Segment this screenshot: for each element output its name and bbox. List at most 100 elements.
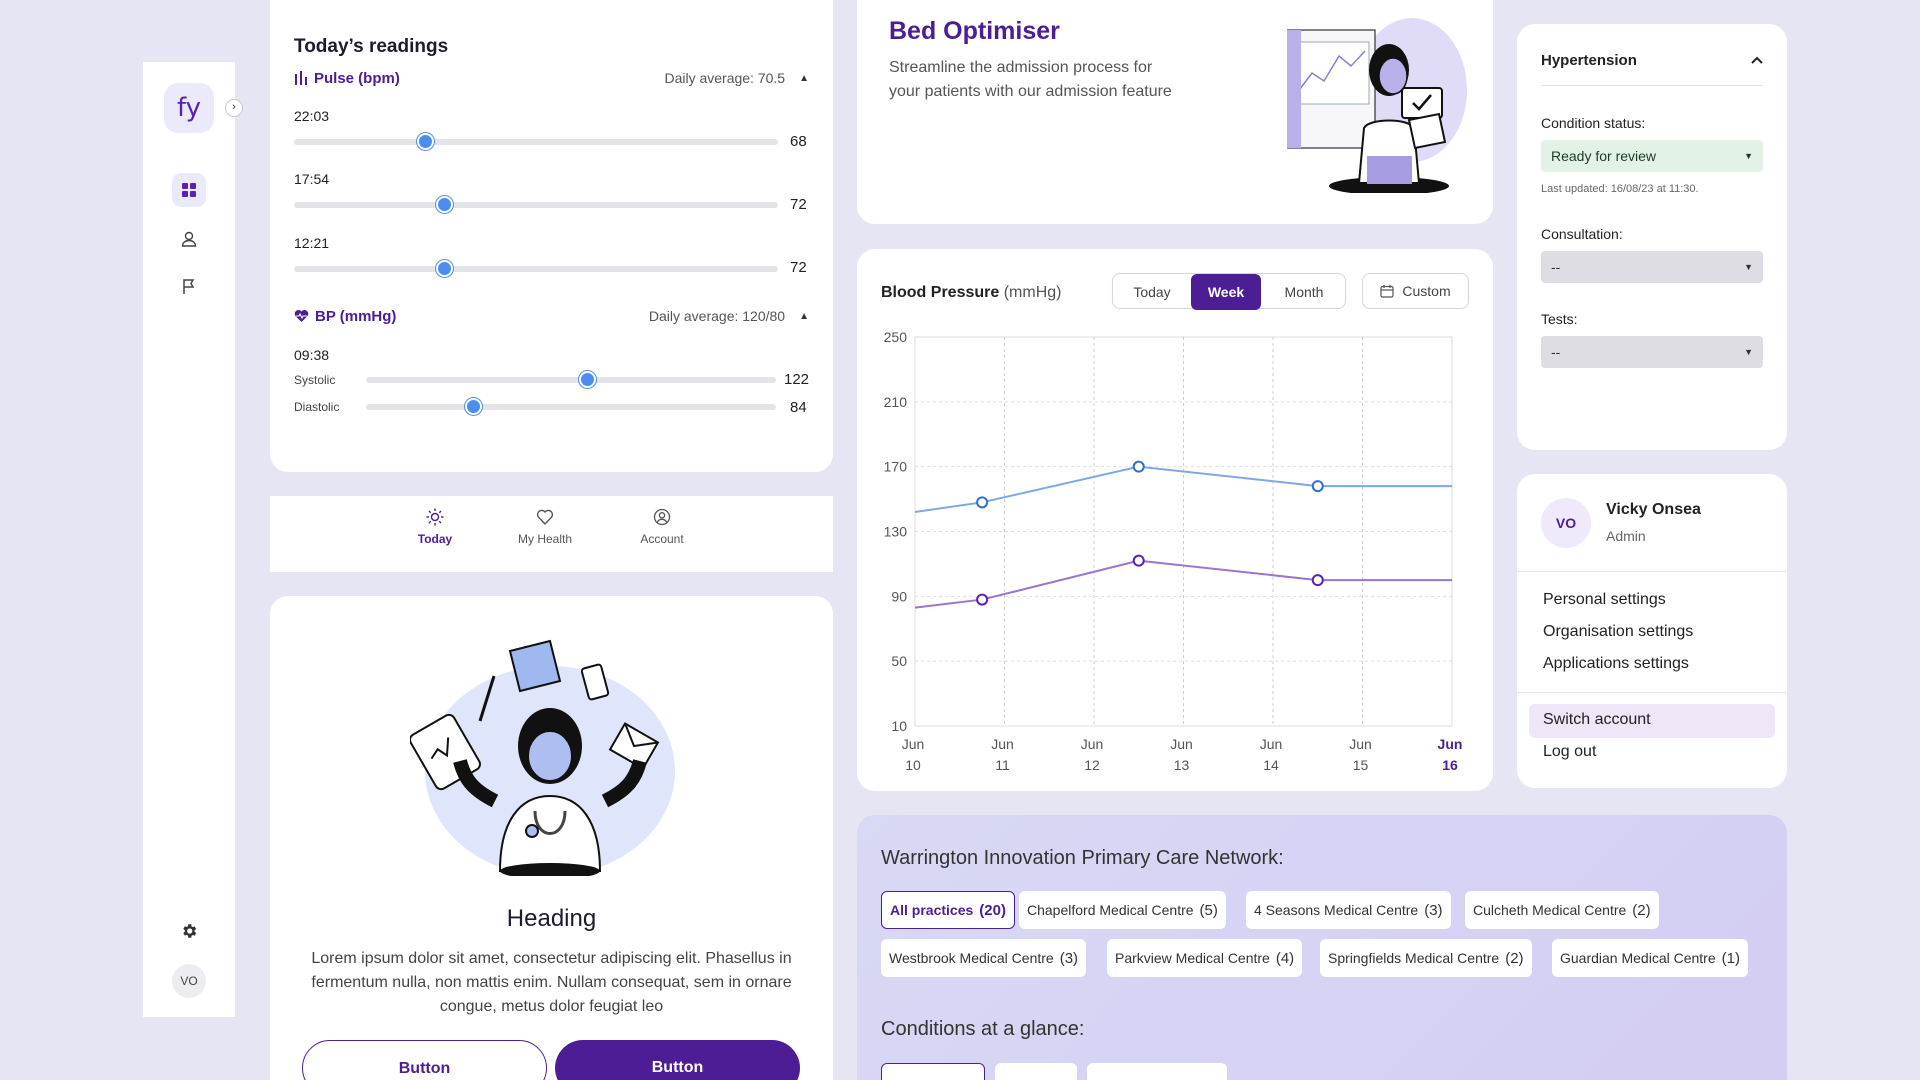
applications-settings-link[interactable]: Applications settings [1543, 655, 1689, 672]
logo[interactable]: fy [164, 83, 214, 133]
tests-select[interactable]: -- ▼ [1541, 336, 1763, 368]
condition-chip[interactable] [1087, 1063, 1227, 1080]
user-icon [181, 231, 197, 247]
condition-chip[interactable] [995, 1063, 1077, 1080]
slider-knob[interactable] [436, 196, 454, 213]
x-tick-label: 11 [995, 757, 1010, 773]
range-month-button[interactable]: Month [1284, 284, 1324, 300]
systolic-slider[interactable] [366, 371, 776, 388]
chip-label: Springfields Medical Centre [1328, 950, 1500, 966]
x-tick-label: Jun [902, 736, 925, 752]
x-tick-label: 10 [905, 757, 921, 773]
pulse-header[interactable]: Pulse (bpm) Daily average: 70.5 ▲ [294, 68, 809, 88]
x-tick-label: Jun [1081, 736, 1104, 752]
nav-my-health-label: My Health [517, 532, 573, 546]
range-today-button[interactable]: Today [1133, 284, 1171, 300]
practice-chip[interactable]: Westbrook Medical Centre (3) [881, 939, 1087, 977]
secondary-button[interactable]: Button [302, 1040, 547, 1080]
caret-up-icon[interactable]: ▲ [799, 72, 809, 84]
x-tick-label: 14 [1263, 757, 1279, 773]
practice-chip[interactable]: Chapelford Medical Centre (5) [1019, 891, 1226, 929]
caret-up-icon[interactable]: ▲ [799, 310, 809, 322]
caret-down-icon: ▼ [1744, 262, 1753, 272]
chip-count: (20) [979, 901, 1006, 919]
y-tick-label: 210 [884, 394, 908, 410]
chip-count: (4) [1275, 949, 1295, 967]
readings-title: Today’s readings [294, 36, 449, 57]
bed-title: Bed Optimiser [889, 17, 1060, 45]
x-tick-label: Jun [1260, 736, 1283, 752]
reading-time: 17:54 [294, 171, 330, 187]
reading-value: 68 [790, 133, 807, 150]
range-week-button[interactable]: Week [1191, 274, 1261, 310]
bottom-nav [270, 496, 833, 572]
collapse-sidebar-button[interactable]: › [225, 99, 243, 117]
conditions-title: Conditions at a glance: [881, 1018, 1085, 1040]
divider [1517, 692, 1787, 693]
chip-label: All practices [890, 902, 974, 918]
slider-knob[interactable] [436, 260, 454, 277]
practice-chip[interactable]: 4 Seasons Medical Centre (3) [1246, 891, 1451, 929]
x-tick-label: 16 [1442, 757, 1458, 773]
last-updated: Last updated: 16/08/23 at 11:30. [1541, 183, 1699, 195]
slider-knob[interactable] [579, 371, 597, 388]
switch-account-button[interactable] [1529, 704, 1775, 738]
practice-chip[interactable]: Guardian Medical Centre (1) [1552, 939, 1748, 977]
nav-account-button[interactable]: Account [617, 496, 707, 572]
pulse-slider[interactable] [294, 196, 778, 213]
nav-today-button[interactable]: Today [390, 496, 480, 572]
slider-knob[interactable] [416, 133, 434, 150]
avatar[interactable]: VO [172, 964, 206, 998]
consultation-select[interactable]: -- ▼ [1541, 251, 1763, 283]
data-point [976, 496, 989, 509]
chip-label: Guardian Medical Centre [1560, 950, 1716, 966]
data-point [1311, 574, 1324, 587]
tests-label: Tests: [1541, 311, 1578, 327]
user-name: Vicky Onsea [1606, 501, 1701, 518]
bp-chart-card: Blood Pressure (mmHg) Today Week Month C… [857, 249, 1493, 791]
chevron-up-icon[interactable] [1751, 55, 1763, 65]
data-point [1132, 460, 1145, 473]
y-tick-label: 250 [884, 329, 908, 345]
chip-label: Parkview Medical Centre [1115, 950, 1270, 966]
nav-account-label: Account [640, 532, 684, 546]
custom-range-button[interactable]: Custom [1362, 273, 1469, 309]
pulse-slider[interactable] [294, 260, 778, 277]
condition-header[interactable]: Hypertension [1541, 52, 1763, 86]
organisation-settings-link[interactable]: Organisation settings [1543, 623, 1694, 640]
practice-chip[interactable]: Culcheth Medical Centre (2) [1465, 891, 1659, 929]
settings-button[interactable] [172, 914, 206, 948]
avatar[interactable]: VO [1541, 498, 1591, 548]
log-out-link[interactable]: Log out [1543, 743, 1597, 760]
primary-button[interactable]: Button [555, 1040, 800, 1080]
x-tick-label: Jun [1438, 736, 1463, 752]
flags-nav-button[interactable] [172, 270, 206, 304]
nav-my-health-button[interactable]: My Health [500, 496, 590, 572]
y-tick-label: 90 [891, 588, 907, 604]
heart-icon [536, 509, 554, 526]
practice-chip-all[interactable]: All practices (20) [881, 891, 1015, 929]
bp-line-chart: 10 50 90 130 170 210 250 Jun 10 Jun 11 Jun 12 Jun 13 Ju… [884, 329, 1463, 773]
readings-card: Today’s readings Pulse (bpm) Daily avera… [270, 0, 833, 472]
slider-knob[interactable] [464, 398, 482, 415]
personal-settings-link[interactable]: Personal settings [1543, 591, 1666, 608]
practice-chip[interactable]: Parkview Medical Centre (4) [1107, 939, 1303, 977]
bp-header[interactable]: BP (mmHg) Daily average: 120/80 ▲ [294, 306, 809, 326]
patients-nav-button[interactable] [172, 222, 206, 256]
pulse-slider[interactable] [294, 133, 778, 150]
diastolic-value: 84 [790, 399, 807, 416]
bp-average: Daily average: 120/80 [648, 308, 786, 324]
condition-chip[interactable] [881, 1063, 985, 1080]
diastolic-slider[interactable] [366, 398, 776, 415]
status-select[interactable]: Ready for review ▼ [1541, 140, 1763, 172]
chip-count: (2) [1632, 901, 1651, 919]
practice-chip[interactable]: Springfields Medical Centre (2) [1320, 939, 1532, 977]
bed-optimiser-card: Bed Optimiser Streamline the admission p… [857, 0, 1493, 224]
data-point [1132, 554, 1145, 567]
y-tick-label: 130 [884, 524, 908, 540]
tests-value: -- [1551, 344, 1561, 360]
x-tick-label: Jun [1170, 736, 1193, 752]
switch-account-label[interactable]: Switch account [1543, 711, 1651, 728]
chip-label: Chapelford Medical Centre [1027, 902, 1194, 918]
dashboard-nav-button[interactable] [172, 173, 206, 207]
